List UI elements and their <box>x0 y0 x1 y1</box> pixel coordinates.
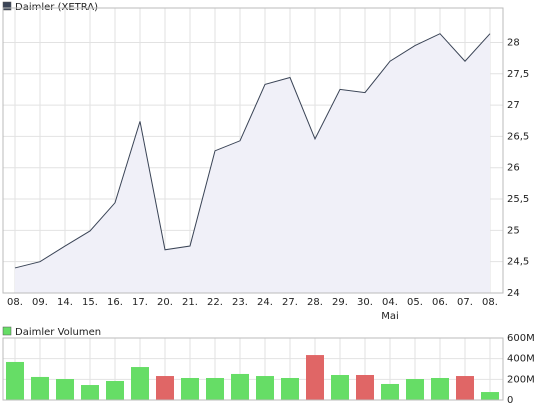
volume-bar <box>181 377 199 400</box>
x-tick-label: 21. <box>182 297 198 308</box>
x-tick-label: 30. <box>357 297 373 308</box>
volume-bar <box>406 379 424 400</box>
y-tick-label: 26,5 <box>507 131 529 142</box>
x-tick-label: 15. <box>82 297 98 308</box>
y-tick-label: 28 <box>507 37 520 48</box>
price-line <box>14 33 491 269</box>
volume-bar <box>131 367 149 400</box>
y-tick-label: 0 <box>507 395 513 406</box>
volume-bar <box>431 377 449 400</box>
x-tick-label: 07. <box>457 297 473 308</box>
area-fill <box>15 33 490 293</box>
x-tick-label: 27. <box>282 297 298 308</box>
volume-bar <box>356 374 374 400</box>
legend-label: Daimler Volumen <box>15 327 101 338</box>
legend-swatch <box>2 326 12 336</box>
volume-bar <box>206 377 224 400</box>
volume-bar <box>381 383 399 400</box>
y-tick-label: 24,5 <box>507 257 529 268</box>
volume-bar <box>481 392 499 400</box>
x-tick-label: 08. <box>482 297 498 308</box>
x-tick-label: 14. <box>57 297 73 308</box>
y-tick-label: 26 <box>507 163 520 174</box>
x-tick-label: 17. <box>132 297 148 308</box>
y-tick-label: 200M <box>507 374 535 385</box>
y-tick-label: 24 <box>507 288 520 299</box>
y-tick-label: 27,5 <box>507 69 529 80</box>
x-tick-label: 08. <box>7 297 23 308</box>
volume-bar <box>56 379 74 400</box>
month-label: Mai <box>381 311 399 322</box>
volume-bar <box>256 376 274 400</box>
y-tick-label: 25 <box>507 225 520 236</box>
y-tick-label: 25,5 <box>507 194 529 205</box>
volume-bar <box>231 373 249 400</box>
x-tick-label: 23. <box>232 297 248 308</box>
x-tick-label: 09. <box>32 297 48 308</box>
x-tick-label: 22. <box>207 297 223 308</box>
volume-bar <box>456 376 474 400</box>
volume-bar <box>6 361 24 400</box>
volume-bar <box>106 380 124 400</box>
y-tick-label: 400M <box>507 354 535 365</box>
y-tick-label: 27 <box>507 100 520 111</box>
x-tick-label: 29. <box>332 297 348 308</box>
volume-bar <box>156 376 174 400</box>
x-tick-label: 05. <box>407 297 423 308</box>
volume-bar <box>81 385 99 400</box>
plot-border <box>2 337 504 401</box>
plot-border <box>2 7 504 294</box>
x-tick-label: 04. <box>382 297 398 308</box>
x-tick-label: 24. <box>257 297 273 308</box>
x-tick-label: 28. <box>307 297 323 308</box>
x-tick-label: 06. <box>432 297 448 308</box>
x-tick-label: 16. <box>107 297 123 308</box>
volume-bar <box>331 374 349 400</box>
volume-bar <box>281 377 299 400</box>
x-tick-label: 20. <box>157 297 173 308</box>
volume-bar <box>306 355 324 400</box>
y-tick-label: 600M <box>507 333 535 344</box>
legend-swatch <box>2 1 12 11</box>
volume-bar <box>31 376 49 400</box>
